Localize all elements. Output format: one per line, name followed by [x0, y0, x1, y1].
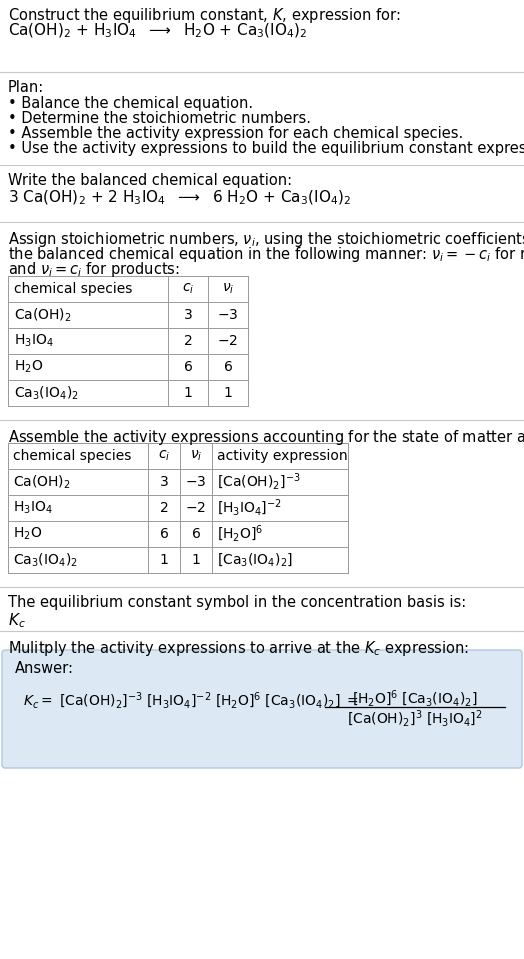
- Text: H$_3$IO$_4$: H$_3$IO$_4$: [13, 500, 53, 516]
- Text: Ca$_3$(IO$_4$)$_2$: Ca$_3$(IO$_4$)$_2$: [14, 385, 79, 402]
- Text: [Ca(OH)$_2$]$^{-3}$: [Ca(OH)$_2$]$^{-3}$: [217, 472, 301, 492]
- Text: $\nu_i$: $\nu_i$: [222, 282, 234, 296]
- Text: Plan:: Plan:: [8, 80, 44, 95]
- Text: 3 Ca(OH)$_2$ + 2 H$_3$IO$_4$  $\longrightarrow$  6 H$_2$O + Ca$_3$(IO$_4$)$_2$: 3 Ca(OH)$_2$ + 2 H$_3$IO$_4$ $\longright…: [8, 189, 351, 207]
- FancyBboxPatch shape: [2, 650, 522, 768]
- Text: [Ca$_3$(IO$_4$)$_2$]: [Ca$_3$(IO$_4$)$_2$]: [217, 551, 293, 569]
- Text: Mulitply the activity expressions to arrive at the $K_c$ expression:: Mulitply the activity expressions to arr…: [8, 639, 469, 658]
- Text: Assign stoichiometric numbers, $\nu_i$, using the stoichiometric coefficients, $: Assign stoichiometric numbers, $\nu_i$, …: [8, 230, 524, 249]
- Text: • Use the activity expressions to build the equilibrium constant expression.: • Use the activity expressions to build …: [8, 141, 524, 156]
- Text: Write the balanced chemical equation:: Write the balanced chemical equation:: [8, 173, 292, 188]
- Text: [H$_3$IO$_4$]$^{-2}$: [H$_3$IO$_4$]$^{-2}$: [217, 498, 282, 518]
- Text: chemical species: chemical species: [13, 449, 132, 463]
- Text: Assemble the activity expressions accounting for the state of matter and $\nu_i$: Assemble the activity expressions accoun…: [8, 428, 524, 447]
- Text: $\nu_i$: $\nu_i$: [190, 449, 202, 463]
- Text: [Ca(OH)$_2$]$^3$ [H$_3$IO$_4$]$^2$: [Ca(OH)$_2$]$^3$ [H$_3$IO$_4$]$^2$: [347, 709, 483, 730]
- Text: $c_i$: $c_i$: [182, 282, 194, 296]
- Text: $-3$: $-3$: [185, 475, 206, 489]
- Text: 2: 2: [160, 501, 168, 515]
- Text: The equilibrium constant symbol in the concentration basis is:: The equilibrium constant symbol in the c…: [8, 595, 466, 610]
- Text: the balanced chemical equation in the following manner: $\nu_i = -c_i$ for react: the balanced chemical equation in the fo…: [8, 245, 524, 264]
- Text: chemical species: chemical species: [14, 282, 133, 296]
- Text: 6: 6: [224, 360, 233, 374]
- Text: 2: 2: [183, 334, 192, 348]
- Text: 1: 1: [160, 553, 168, 567]
- Text: 6: 6: [160, 527, 168, 541]
- Text: $-3$: $-3$: [217, 308, 238, 322]
- Text: • Balance the chemical equation.: • Balance the chemical equation.: [8, 96, 253, 111]
- Text: 3: 3: [183, 308, 192, 322]
- Text: H$_3$IO$_4$: H$_3$IO$_4$: [14, 333, 54, 349]
- Text: 1: 1: [183, 386, 192, 400]
- Text: $K_c$: $K_c$: [8, 611, 26, 630]
- Text: H$_2$O: H$_2$O: [14, 359, 43, 375]
- Text: Ca(OH)$_2$: Ca(OH)$_2$: [13, 474, 71, 491]
- Text: [H$_2$O]$^6$: [H$_2$O]$^6$: [217, 524, 263, 544]
- Text: 6: 6: [192, 527, 201, 541]
- Text: 3: 3: [160, 475, 168, 489]
- Text: 1: 1: [192, 553, 201, 567]
- Text: 1: 1: [224, 386, 233, 400]
- Text: $K_c = $ [Ca(OH)$_2$]$^{-3}$ [H$_3$IO$_4$]$^{-2}$ [H$_2$O]$^6$ [Ca$_3$(IO$_4$)$_: $K_c = $ [Ca(OH)$_2$]$^{-3}$ [H$_3$IO$_4…: [23, 691, 359, 712]
- Text: $c_i$: $c_i$: [158, 449, 170, 463]
- Text: $-2$: $-2$: [217, 334, 238, 348]
- Text: 6: 6: [183, 360, 192, 374]
- Text: activity expression: activity expression: [217, 449, 347, 463]
- Text: [H$_2$O]$^6$ [Ca$_3$(IO$_4$)$_2$]: [H$_2$O]$^6$ [Ca$_3$(IO$_4$)$_2$]: [352, 689, 478, 710]
- Text: Ca(OH)$_2$ + H$_3$IO$_4$  $\longrightarrow$  H$_2$O + Ca$_3$(IO$_4$)$_2$: Ca(OH)$_2$ + H$_3$IO$_4$ $\longrightarro…: [8, 22, 308, 40]
- Text: H$_2$O: H$_2$O: [13, 526, 42, 542]
- Text: Ca$_3$(IO$_4$)$_2$: Ca$_3$(IO$_4$)$_2$: [13, 551, 78, 569]
- Text: • Assemble the activity expression for each chemical species.: • Assemble the activity expression for e…: [8, 126, 463, 141]
- Text: Answer:: Answer:: [15, 661, 74, 676]
- Text: Ca(OH)$_2$: Ca(OH)$_2$: [14, 306, 72, 324]
- Text: Construct the equilibrium constant, $K$, expression for:: Construct the equilibrium constant, $K$,…: [8, 6, 401, 25]
- Text: and $\nu_i = c_i$ for products:: and $\nu_i = c_i$ for products:: [8, 260, 180, 279]
- Text: $-2$: $-2$: [185, 501, 206, 515]
- Text: • Determine the stoichiometric numbers.: • Determine the stoichiometric numbers.: [8, 111, 311, 126]
